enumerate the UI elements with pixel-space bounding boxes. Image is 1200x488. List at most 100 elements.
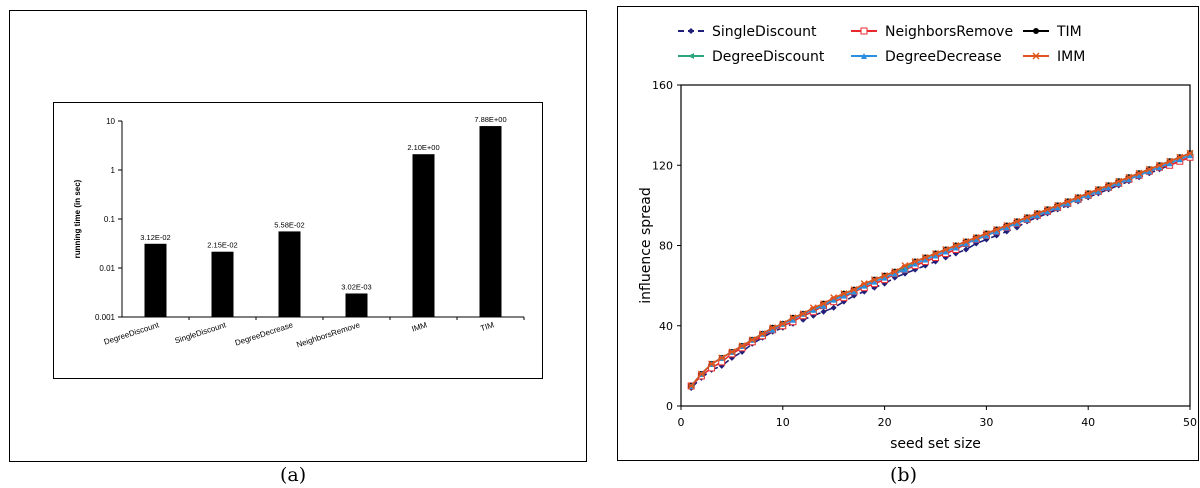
point-imm	[1155, 161, 1163, 169]
x-tick-label: DegreeDiscount	[103, 320, 161, 347]
caption-a: (a)	[280, 464, 307, 486]
point-degreedecrease	[952, 244, 959, 251]
point-degreedecrease	[1136, 172, 1143, 179]
point-imm	[881, 272, 889, 280]
point-degreedecrease	[789, 316, 796, 323]
y-tick-label: 0.01	[99, 264, 115, 273]
line-degreedecrease	[690, 154, 1191, 387]
x-tick-label: 20	[878, 416, 892, 429]
point-degreedecrease	[1187, 152, 1193, 159]
data-label: 3.12E-02	[140, 233, 170, 242]
legend-item-degreediscount: DegreeDiscount	[678, 49, 825, 65]
point-imm	[1176, 153, 1184, 161]
point-degreedecrease	[1156, 164, 1163, 171]
point-imm	[1105, 181, 1113, 189]
panel-a-frame: 0.001 0.01 0.1 1 10 running time (in sec) 3.12…	[9, 10, 587, 462]
legend-label-neighborsremove: NeighborsRemove	[885, 24, 1013, 40]
point-imm	[1013, 217, 1021, 225]
x-tick-label: 30	[979, 416, 993, 429]
legend-marker-degreediscount	[688, 53, 694, 59]
legend-label-tim: TIM	[1056, 24, 1082, 40]
line-chart: 0 40 80 120 160 0 10 20 30 40 50 seed set size influ…	[638, 24, 1197, 452]
point-imm	[728, 348, 736, 356]
panel-b-frame: 0 40 80 120 160 0 10 20 30 40 50 seed set size influ…	[617, 6, 1199, 461]
point-imm	[769, 324, 777, 332]
data-label: 2.10E+00	[407, 143, 439, 152]
data-label: 2.15E-02	[207, 241, 237, 250]
point-degreedecrease	[861, 282, 868, 289]
point-imm	[1125, 173, 1133, 181]
point-singlediscount	[820, 308, 827, 315]
point-degreedecrease	[769, 326, 776, 333]
bar-chart: 0.001 0.01 0.1 1 10 running time (in sec) 3.12…	[73, 115, 525, 349]
y-tick-label: 0.1	[104, 215, 116, 224]
point-degreedecrease	[1054, 204, 1061, 211]
x-tick-label: DegreeDecrease	[234, 320, 295, 347]
point-degreedecrease	[891, 270, 898, 277]
point-degreedecrease	[1024, 216, 1031, 223]
point-imm	[748, 336, 756, 344]
bar-degreediscount	[144, 243, 167, 317]
point-degreedecrease	[1115, 180, 1122, 187]
point-degreedecrease	[912, 260, 919, 267]
y-tick-label: 10	[106, 117, 115, 126]
point-imm	[1074, 193, 1082, 201]
legend-label-degreedecrease: DegreeDecrease	[885, 49, 1002, 65]
point-imm	[993, 225, 1001, 233]
legend: SingleDiscount NeighborsRemove TIM DegreeDi…	[678, 24, 1085, 65]
point-degreedecrease	[932, 252, 939, 259]
point-degreedecrease	[830, 296, 837, 303]
point-imm	[850, 286, 858, 294]
line-singlediscount	[690, 156, 1191, 389]
point-imm	[1033, 209, 1041, 217]
point-degreedecrease	[901, 266, 908, 273]
point-imm	[932, 250, 939, 258]
point-degreedecrease	[1105, 184, 1112, 191]
point-imm	[972, 233, 980, 241]
y-tick-label: 80	[659, 240, 673, 253]
point-imm	[891, 268, 899, 276]
point-imm	[860, 280, 868, 288]
point-degreedecrease	[810, 306, 817, 313]
point-imm	[799, 310, 807, 318]
legend-item-neighborsremove: NeighborsRemove	[851, 24, 1013, 40]
point-degreedecrease	[922, 256, 929, 263]
y-tick-label: 40	[659, 320, 673, 333]
legend-item-tim: TIM	[1023, 24, 1082, 40]
point-degreedecrease	[1003, 224, 1010, 231]
legend-marker-tim	[1033, 28, 1039, 34]
bar-singlediscount	[211, 251, 234, 317]
caption-b: (b)	[890, 464, 917, 486]
point-degreedecrease	[1034, 212, 1041, 219]
x-axis-title: seed set size	[890, 436, 981, 452]
point-imm	[830, 294, 838, 302]
x-tick-label: 0	[678, 416, 685, 429]
point-imm	[789, 314, 797, 322]
bar-chart-frame: 0.001 0.01 0.1 1 10 running time (in sec) 3.12…	[53, 102, 543, 379]
point-imm	[952, 242, 960, 249]
point-degreedecrease	[840, 292, 847, 299]
point-imm	[840, 290, 848, 298]
bar-neighborsremove	[345, 293, 368, 317]
point-imm	[1166, 157, 1174, 165]
point-imm	[708, 360, 716, 368]
point-degreedecrease	[1085, 192, 1092, 199]
point-imm	[697, 370, 705, 378]
point-imm	[942, 246, 950, 254]
data-label: 7.88E+00	[474, 115, 506, 124]
point-degreedecrease	[1064, 200, 1071, 207]
point-imm	[1135, 169, 1143, 177]
point-degreedecrease	[1013, 220, 1020, 227]
point-singlediscount	[871, 284, 878, 291]
x-tick-label: 50	[1183, 416, 1197, 429]
series-singlediscount	[688, 154, 1193, 391]
point-imm	[718, 354, 726, 362]
point-imm	[911, 258, 919, 266]
legend-label-degreediscount: DegreeDiscount	[712, 49, 825, 65]
point-imm	[1094, 185, 1102, 193]
point-degreedecrease	[942, 248, 949, 255]
line-tim	[690, 152, 1191, 387]
line-imm	[690, 152, 1191, 387]
point-singlediscount	[932, 258, 939, 265]
point-imm	[1145, 165, 1153, 173]
